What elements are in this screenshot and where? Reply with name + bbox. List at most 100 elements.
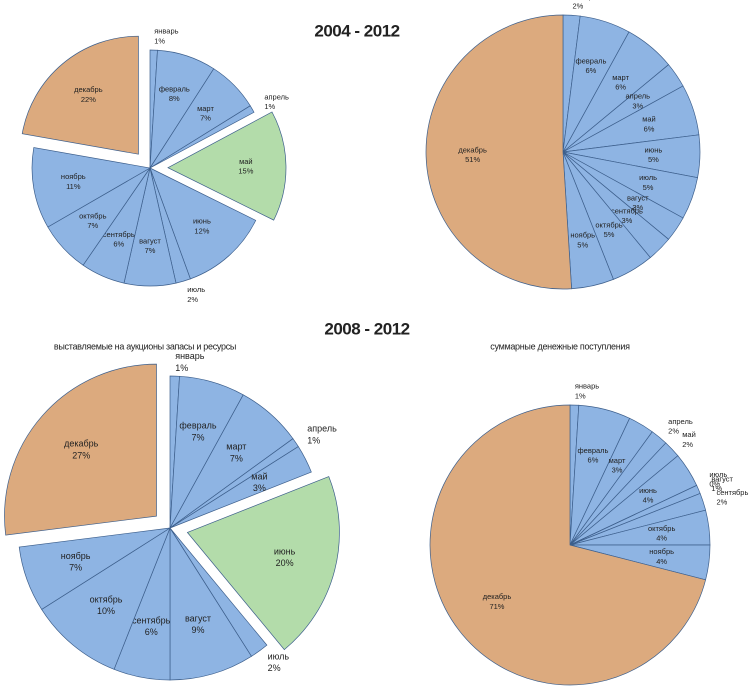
slice-value-label: 22% xyxy=(81,95,96,104)
slice-value-label: 6% xyxy=(145,627,158,637)
slice-value-label: 1% xyxy=(264,102,275,111)
slice-label: сентябрь xyxy=(103,230,135,239)
slice-value-label: 27% xyxy=(72,450,90,460)
slice-label: октябрь xyxy=(90,594,123,604)
slice-label: декабрь xyxy=(74,85,103,94)
slice-value-label: 3% xyxy=(612,466,623,475)
pie-slice xyxy=(169,526,252,681)
slice-value-label: 71% xyxy=(489,602,504,611)
slice-label: сентябрь xyxy=(611,206,643,215)
slice-value-label: 11% xyxy=(66,182,81,191)
slice-label: ноябрь xyxy=(61,172,86,181)
slice-value-label: 6% xyxy=(615,83,626,92)
slice-value-label: 51% xyxy=(465,155,480,164)
slice-value-label: 12% xyxy=(194,226,209,235)
slice-label: июль xyxy=(187,285,205,294)
slice-label: октябрь xyxy=(595,220,622,229)
slice-value-label: 2% xyxy=(682,440,693,449)
slice-value-label: 1% xyxy=(575,391,586,400)
slice-label: июнь xyxy=(193,217,211,226)
slice-label: май xyxy=(251,471,267,481)
slice-value-label: 1% xyxy=(307,435,320,445)
slice-label: ноябрь xyxy=(570,231,595,240)
slice-label: октябрь xyxy=(648,524,675,533)
slice-value-label: 3% xyxy=(253,483,266,493)
slice-label: октябрь xyxy=(79,211,106,220)
slice-value-label: 6% xyxy=(644,124,655,133)
slice-value-label: 2% xyxy=(572,2,583,11)
slice-label: июль xyxy=(268,651,290,661)
slice-value-label: 7% xyxy=(69,563,82,573)
slice-value-label: 5% xyxy=(643,183,654,192)
slice-label: апрель xyxy=(668,417,693,426)
slice-label: вагуст xyxy=(627,193,649,202)
slice-label: вагуст xyxy=(139,236,161,245)
slice-value-label: 2% xyxy=(668,427,679,436)
slice-value-label: 1% xyxy=(175,363,188,373)
slice-label: май xyxy=(682,430,696,439)
slice-label: июль xyxy=(639,173,657,182)
slice-label: декабрь xyxy=(64,439,99,449)
slice-label: март xyxy=(612,73,629,82)
slice-value-label: 3% xyxy=(622,216,633,225)
slice-label: июнь xyxy=(644,145,662,154)
slice-label: ноябрь xyxy=(649,547,674,556)
slice-value-label: 2% xyxy=(187,295,198,304)
pie-slice xyxy=(31,147,152,228)
slice-value-label: 4% xyxy=(656,534,667,543)
slice-label: февраль xyxy=(575,56,606,65)
pie-slice xyxy=(41,527,171,670)
slice-label: февраль xyxy=(179,421,216,431)
slice-label: апрель xyxy=(625,92,650,101)
slice-label: вагуст xyxy=(711,474,733,483)
slice-label: апрель xyxy=(264,92,289,101)
heading: 2004 - 2012 xyxy=(314,21,399,40)
slice-value-label: 5% xyxy=(577,240,588,249)
slice-value-label: 15% xyxy=(238,167,253,176)
slice-value-label: 9% xyxy=(191,625,204,635)
slice-value-label: 2% xyxy=(716,498,727,507)
pie-slice xyxy=(169,446,312,529)
slice-value-label: 6% xyxy=(588,456,599,465)
chart-subtitle: выставляемые на аукционы запасы и ресурс… xyxy=(54,341,236,351)
slice-label: январь xyxy=(575,382,599,391)
slice-value-label: 1% xyxy=(154,36,165,45)
slice-label: декабрь xyxy=(458,145,487,154)
slice-value-label: 10% xyxy=(97,606,115,616)
slice-value-label: 7% xyxy=(145,246,156,255)
slice-value-label: 7% xyxy=(230,453,243,463)
pie-slice xyxy=(186,476,340,651)
pie-slice xyxy=(167,111,287,221)
heading: 2008 - 2012 xyxy=(324,319,409,338)
slice-value-label: 4% xyxy=(643,496,654,505)
slice-value-label: 5% xyxy=(604,230,615,239)
slice-label: март xyxy=(226,442,246,452)
slice-value-label: 7% xyxy=(191,432,204,442)
slice-label: март xyxy=(609,456,626,465)
slice-label: май xyxy=(239,157,253,166)
slice-label: вагуст xyxy=(185,613,211,623)
slice-label: июль xyxy=(709,470,727,479)
slice-value-label: 7% xyxy=(87,221,98,230)
slice-label: июнь xyxy=(274,546,296,556)
pie-slice xyxy=(149,167,257,280)
slice-label: декабрь xyxy=(483,592,512,601)
chart-subtitle: суммарные денежные поступления xyxy=(490,341,630,351)
slice-label: сентябрь xyxy=(716,488,748,497)
slice-value-label: 3% xyxy=(632,101,643,110)
slice-label: февраль xyxy=(159,84,190,93)
slice-label: февраль xyxy=(578,446,609,455)
pie-slice xyxy=(429,404,707,686)
pie-slice xyxy=(425,14,572,290)
slice-value-label: 4% xyxy=(656,557,667,566)
slice-value-label: 3% xyxy=(632,203,643,212)
slice-label: май xyxy=(642,115,656,124)
pie-slice xyxy=(18,527,171,610)
pie-slice xyxy=(4,363,157,536)
slice-label: апрель xyxy=(307,424,337,434)
pie-slice xyxy=(149,105,255,169)
slice-label: март xyxy=(197,104,214,113)
pie-slice xyxy=(21,35,139,155)
slice-label: январь xyxy=(175,351,205,361)
slice-label: январь xyxy=(572,0,596,1)
